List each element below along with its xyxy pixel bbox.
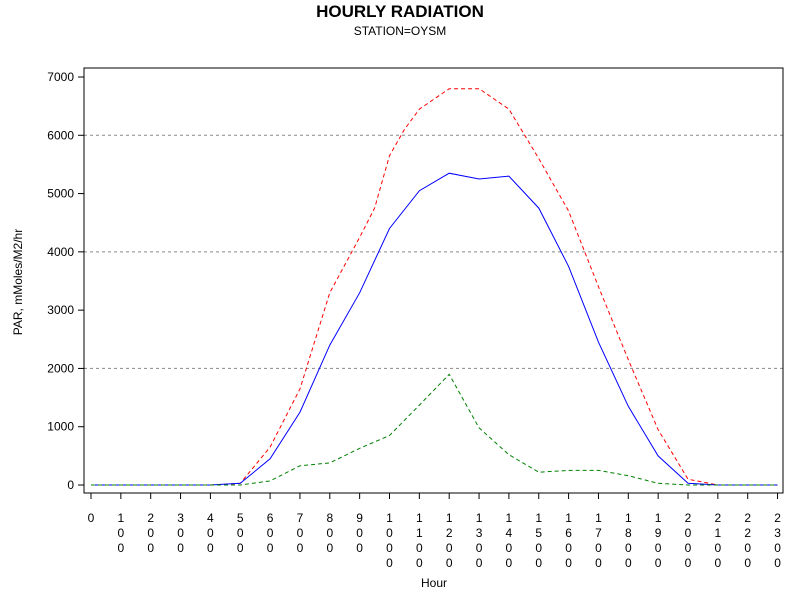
- y-tick-label: 0: [67, 478, 74, 492]
- gridlines: [84, 134, 783, 369]
- series-line-1: [91, 88, 778, 486]
- y-axis: 0 1000 2000 3000 4000 5000 6000 7000: [47, 70, 84, 492]
- y-tick-label: 2000: [47, 361, 74, 375]
- chart-title: HOURLY RADIATION: [316, 2, 484, 21]
- y-tick-label: 6000: [47, 128, 74, 142]
- series-layer: [91, 88, 778, 486]
- y-tick-label: 4000: [47, 245, 74, 259]
- y-tick-label: 1000: [47, 420, 74, 434]
- plot-frame: [83, 67, 784, 494]
- series-line-2: [91, 172, 778, 486]
- series-line-3: [91, 373, 778, 486]
- y-tick-label: 3000: [47, 303, 74, 317]
- x-tick-label: 0: [88, 511, 95, 525]
- y-axis-label: PAR, mMoles/M2/hr: [11, 229, 25, 335]
- y-tick-label: 7000: [47, 70, 74, 84]
- x-axis: 0 1 0 0 2 0 0 3 0 0 4 0 0 5 0 0 6 0 0 7 0 0 8 0 0 9 0 0 1 0 0 0 1 1 0 0 1 2 0 0…: [88, 493, 781, 570]
- x-axis-label: Hour: [421, 576, 447, 590]
- chart-subtitle: STATION=OYSM: [354, 24, 447, 38]
- y-tick-label: 5000: [47, 187, 74, 201]
